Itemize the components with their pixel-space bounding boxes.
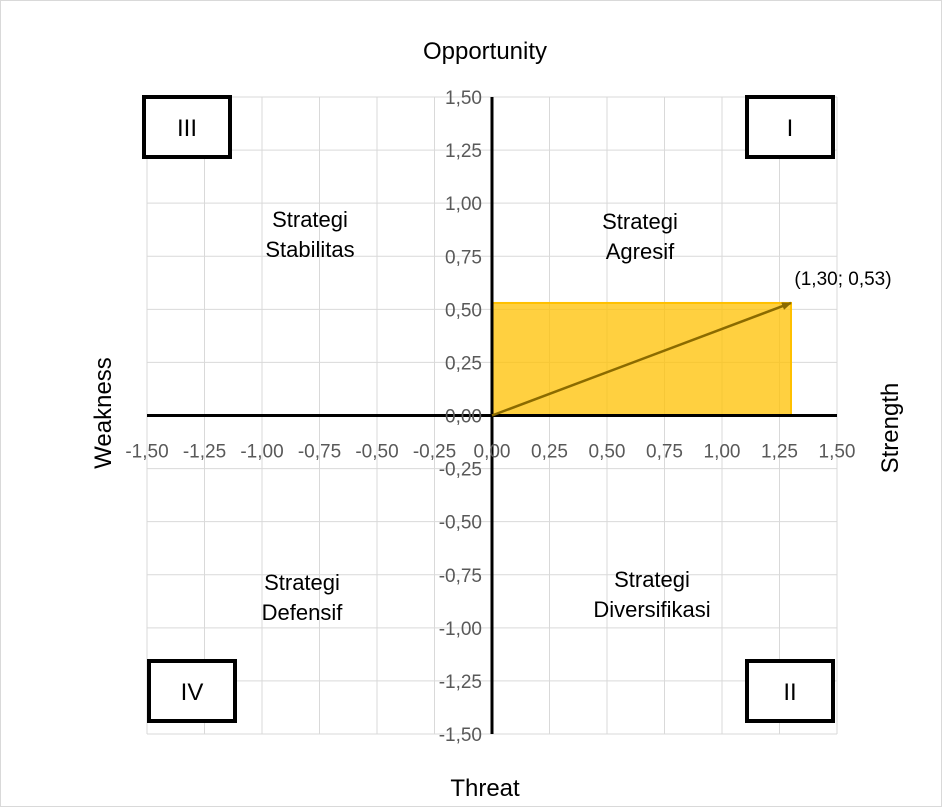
- quadrant-label-I: I: [787, 115, 794, 142]
- quadrant-label-IV: IV: [181, 679, 204, 706]
- data-arrow: [491, 301, 792, 417]
- data-point-label: (1,30; 0,53): [794, 269, 891, 290]
- y-tick-label: 0,25: [445, 353, 482, 374]
- x-tick-label: 0,25: [531, 442, 568, 463]
- quadrant-box-III: [142, 95, 232, 159]
- y-tick-label: 0,50: [445, 300, 482, 321]
- x-tick-label: -0,75: [298, 442, 341, 463]
- y-tick-label: 1,50: [445, 88, 482, 109]
- axis-title-top: Opportunity: [423, 38, 547, 65]
- x-tick-label: -0,50: [355, 442, 398, 463]
- x-tick-label: -0,25: [413, 442, 456, 463]
- quadrant-strategy-IV: Strategi: [264, 570, 340, 595]
- y-tick-label: 0,75: [445, 247, 482, 268]
- quadrant-box-IV: [147, 659, 237, 723]
- x-tick-label: 1,00: [704, 442, 741, 463]
- y-tick-label: 1,25: [445, 141, 482, 162]
- quadrant-strategy-III: Strategi: [272, 207, 348, 232]
- axis-title-left: Weakness: [90, 357, 117, 469]
- y-tick-label: 1,00: [445, 194, 482, 215]
- quadrant-strategy-IV: Defensif: [262, 600, 344, 625]
- x-tick-label: -1,00: [240, 442, 283, 463]
- quadrant-label-II: II: [783, 679, 796, 706]
- x-tick-label: 0,50: [589, 442, 626, 463]
- quadrant-strategy-II: Strategi: [614, 567, 690, 592]
- axis-title-right: Strength: [877, 383, 904, 474]
- y-tick-label: -1,00: [439, 619, 482, 640]
- quadrant-label-III: III: [177, 115, 197, 142]
- quadrant-box-I: [745, 95, 835, 159]
- y-tick-label: -1,25: [439, 672, 482, 693]
- quadrant-strategy-II: Diversifikasi: [593, 597, 710, 622]
- x-tick-label: -1,50: [125, 442, 168, 463]
- quadrant-strategy-I: Agresif: [606, 239, 675, 264]
- data-marks: (1,30; 0,53): [491, 269, 892, 417]
- x-tick-label: -1,25: [183, 442, 226, 463]
- y-tick-label: -1,50: [439, 725, 482, 746]
- y-tick-label: -0,75: [439, 566, 482, 587]
- y-tick-label: -0,25: [439, 460, 482, 481]
- x-tick-label: 1,50: [819, 442, 856, 463]
- y-tick-label: 0,00: [445, 407, 482, 428]
- x-tick-label: 0,75: [646, 442, 683, 463]
- tick-labels: -1,50 -1,25 -1,00 -0,75 -0,50 -0,25 0,00 0,25 0,…: [125, 88, 855, 746]
- quadrant-strategy-III: Stabilitas: [265, 237, 354, 262]
- x-tick-label: 1,25: [761, 442, 798, 463]
- quadrant-annotations: I Strategi Agresif II Strategi Diversifikasi I…: [142, 95, 835, 723]
- x-tick-label: 0,00: [474, 442, 511, 463]
- axis-title-bottom: Threat: [450, 775, 520, 802]
- quadrant-box-II: [745, 659, 835, 723]
- quadrant-strategy-I: Strategi: [602, 209, 678, 234]
- y-tick-label: -0,50: [439, 513, 482, 534]
